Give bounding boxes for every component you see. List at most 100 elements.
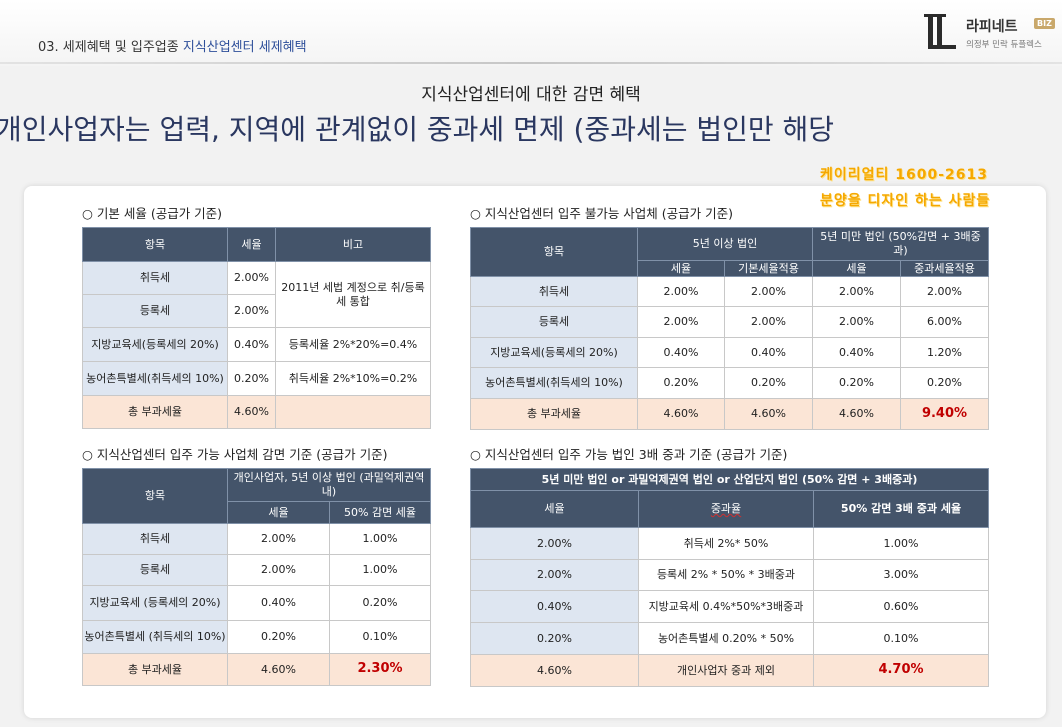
row-label: 취득세 [470,276,638,307]
total-highlight: 2.30% [328,653,432,686]
cell: 0.60% [812,590,990,623]
total-label: 총 부과세율 [82,653,228,686]
cell: 0.40% [470,590,639,623]
col-header: 항목 [82,468,228,524]
logo-subtitle: 의정부 민락 듀플렉스 [966,40,1042,50]
cell: 1.00% [812,527,990,560]
logo-name: 라피네트 [966,19,1018,35]
header-bar [0,0,1062,66]
table1-title: ○ 기본 세율 (공급가 기준) [82,206,223,221]
ad-text-slogan: 분양을 디자인 하는 사람들 [820,193,991,209]
row-label: 농어촌특별세(취득세의 10%) [82,361,228,396]
cell: 0.20% [637,367,725,399]
group-header: 5년 이상 법인 [637,227,813,261]
cell: 0.20% [470,622,639,655]
ad-text-contact: 케이리얼티 1600-2613 [820,167,989,183]
total-highlight: 4.70% [812,654,990,687]
row-label: 등록세 [82,554,228,586]
empty-cell [275,395,431,429]
total-cell: 4.60% [227,653,330,686]
row-label: 지방교육세(등록세의 20%) [82,327,228,362]
sub-header: 세율 [812,260,901,277]
ineligible-tax-table: 항목 5년 이상 법인 5년 미만 법인 (50%감면 + 3배중과) 세율 기… [470,227,989,430]
cell: 0.10% [812,622,990,655]
cell: 0.40% [227,585,330,621]
col-header-text: 중과율 [710,502,742,516]
sub-header: 세율 [637,260,725,277]
cell: 2.00% [470,527,639,560]
cell: 1.00% [328,554,432,586]
total-cell: 4.60% [724,398,813,430]
total-label: 총 부과세율 [82,395,228,429]
cell: 0.10% [328,620,432,654]
cell: 0.20% [724,367,813,399]
cell: 농어촌특별세 0.20% * 50% [638,622,814,655]
total-cell: 4.60% [227,395,276,429]
col-header: 항목 [82,227,228,262]
cell: 등록세율 2%*20%=0.4% [275,327,431,362]
logo-mark-icon [924,14,956,49]
cell: 0.40% [812,337,901,368]
group-header: 개인사업자, 5년 이상 법인 (과밀억제권역 내) [226,468,432,502]
breadcrumb: 03. 세제혜택 및 입주업종 지식산업센터 세제혜택 [38,36,307,55]
cell: 0.20% [900,367,989,399]
total-cell: 4.60% [812,398,901,430]
col-header: 항목 [470,227,638,277]
row-label: 지방교육세(등록세의 20%) [470,337,638,368]
cell: 3.00% [812,559,990,591]
cell: 2.00% [470,559,639,591]
cell: 2.00% [637,306,725,338]
row-label: 등록세 [82,294,228,328]
cell: 2.00% [724,306,813,338]
breadcrumb-current: 지식산업센터 세제혜택 [182,40,307,55]
cell: 등록세 2% * 50% * 3배중과 [638,559,814,591]
col-header: 세율 [470,490,639,528]
cell: 0.20% [227,620,330,654]
row-label: 농어촌특별세 (취득세의 10%) [82,620,228,654]
page-subtitle: 지식산업센터에 대한 감면 혜택 [421,85,641,105]
cell: 2.00% [227,261,276,295]
cell: 0.40% [637,337,725,368]
merged-note-text: 2011년 세법 계정으로 취/등록세 통합 [281,280,425,308]
total-cell: 4.60% [470,654,639,687]
sub-header: 기본세율적용 [724,260,813,277]
cell: 0.20% [328,585,432,621]
table4-title: ○ 지식산업센터 입주 가능 법인 3배 중과 기준 (공급가 기준) [470,448,788,462]
row-label: 농어촌특별세(취득세의 10%) [470,367,638,399]
eligible-tax-table: 항목 개인사업자, 5년 이상 법인 (과밀억제권역 내) 세율 50% 감면 … [82,468,432,686]
row-label: 지방교육세 (등록세의 20%) [82,585,228,621]
breadcrumb-prefix: 03. 세제혜택 및 입주업종 [38,40,183,55]
cell: 6.00% [900,306,989,338]
table3-title: ○ 지식산업센터 입주 가능 사업체 감면 기준 (공급가 기준) [82,448,388,462]
cell: 2.00% [227,523,330,555]
cell: 2.00% [227,554,330,586]
row-label: 취득세 [82,523,228,555]
cell: 2.00% [637,276,725,307]
total-cell: 4.60% [637,398,725,430]
cell: 지방교육세 0.4%*50%*3배중과 [638,590,814,623]
table2-title: ○ 지식산업센터 입주 불가능 사업체 (공급가 기준) [470,206,734,221]
basic-tax-table: 항목 세율 비고 취득세 2.00% 2011년 세법 계정으로 취/등록세 통… [82,227,431,429]
cell: 1.00% [328,523,432,555]
total-label: 총 부과세율 [470,398,638,430]
cell: 2.00% [900,276,989,307]
sub-header: 중과세율적용 [900,260,989,277]
sub-header: 50% 감면 세율 [328,501,432,524]
col-header: 비고 [275,227,431,262]
banner-header: 5년 미만 법인 or 과밀억제권역 법인 or 산업단지 법인 (50% 감면… [469,468,990,491]
surcharge-tax-table: 5년 미만 법인 or 과밀억제권역 법인 or 산업단지 법인 (50% 감면… [469,468,990,687]
total-cell: 개인사업자 중과 제외 [638,654,814,687]
cell: 0.20% [812,367,901,399]
sub-header: 세율 [227,501,330,524]
cell: 2.00% [227,294,276,328]
row-label: 등록세 [470,306,638,338]
col-header: 중과율 [638,490,814,528]
cell: 취득세율 2%*10%=0.2% [275,361,431,396]
cell: 0.40% [227,327,276,362]
cell: 0.40% [724,337,813,368]
content-card: ○ 기본 세율 (공급가 기준) 항목 세율 비고 취득세 2.00% 2011… [24,186,1046,718]
merged-note: 2011년 세법 계정으로 취/등록세 통합 [275,261,431,328]
col-header: 50% 감면 3배 중과 세율 [812,490,990,528]
row-label: 취득세 [82,261,228,295]
header-divider [0,62,1062,64]
